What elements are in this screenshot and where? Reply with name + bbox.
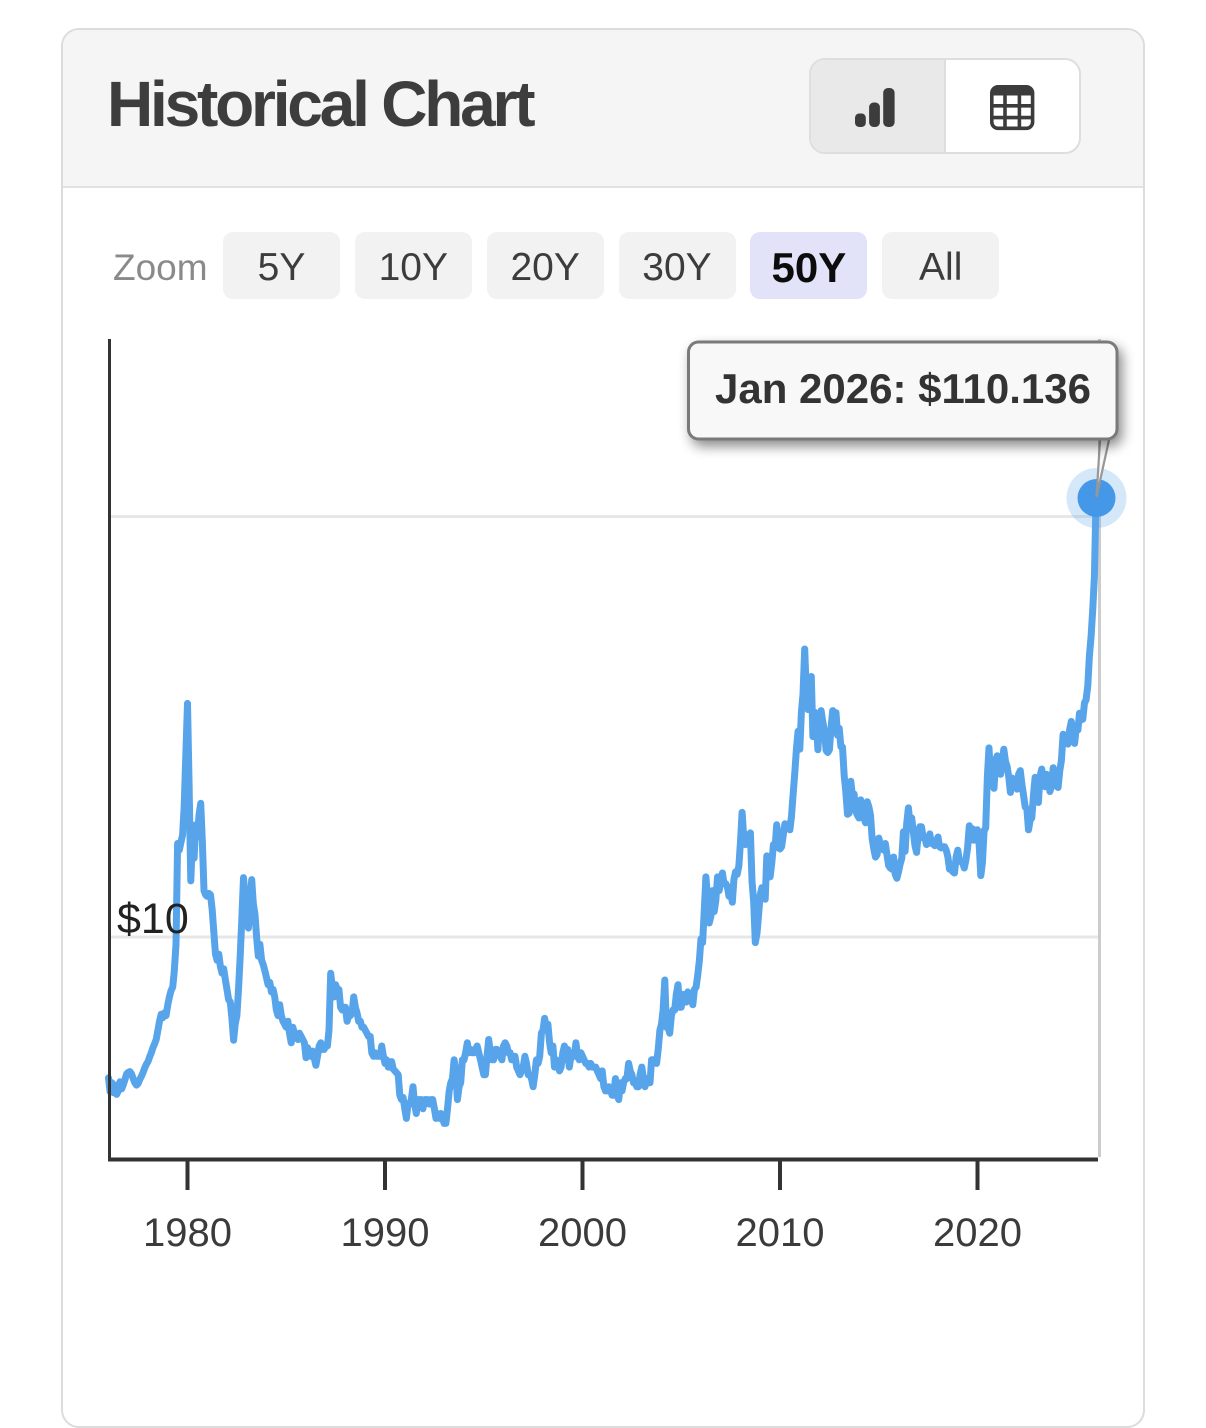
svg-text:2000: 2000	[538, 1211, 627, 1255]
svg-text:Jan 2026: $110.136: Jan 2026: $110.136	[715, 365, 1091, 412]
svg-text:1990: 1990	[341, 1211, 430, 1255]
svg-text:2010: 2010	[736, 1211, 825, 1255]
svg-text:$10: $10	[117, 895, 189, 943]
svg-text:2020: 2020	[933, 1211, 1022, 1255]
svg-text:1980: 1980	[143, 1211, 232, 1255]
